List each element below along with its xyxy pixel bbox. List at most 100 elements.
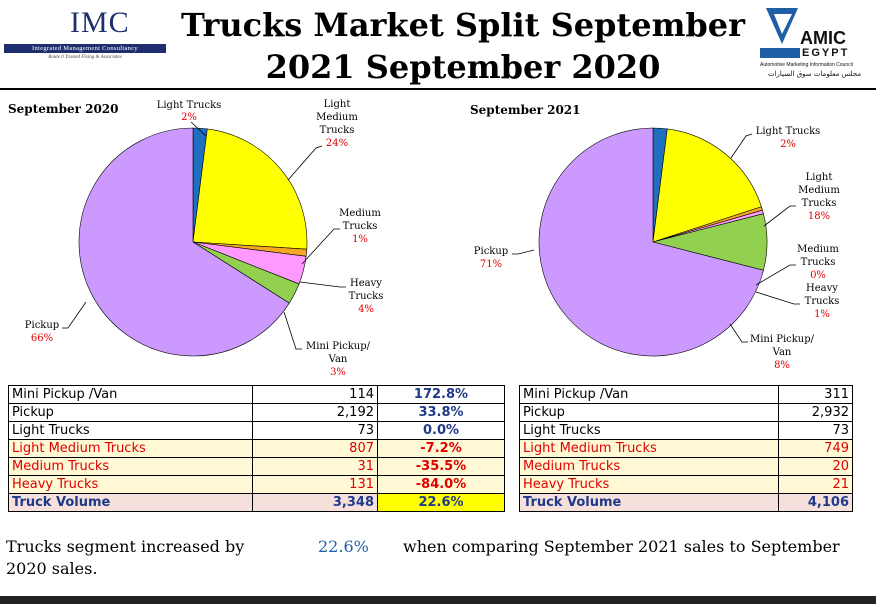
summary-part4: 2020 sales. (6, 559, 98, 578)
row-name: Truck Volume (519, 493, 779, 512)
row-change: -84.0% (377, 475, 505, 494)
pct-2021-mini: 8% (774, 360, 790, 371)
summary-text: Trucks segment increased by 2020 sales. … (6, 536, 872, 580)
row-value: 21 (778, 475, 853, 494)
label-2021-mini-l1: Mini Pickup/ (750, 334, 815, 345)
pct-2020-light-trucks: 2% (181, 112, 197, 123)
table-row: Light Trucks 73 (519, 421, 853, 440)
row-change: -35.5% (377, 457, 505, 476)
label-2021-heavy-l1: Heavy (806, 283, 838, 294)
pct-2020-mini: 3% (330, 367, 346, 378)
row-value: 3,348 (252, 493, 378, 512)
label-2020-light-medium-l1: Light (324, 99, 351, 110)
row-value: 73 (252, 421, 378, 440)
chart-title-2020: September 2020 (8, 102, 119, 116)
row-value: 2,932 (778, 403, 853, 422)
pct-2021-pickup: 71% (480, 259, 502, 270)
row-value: 749 (778, 439, 853, 458)
imc-logo-tagline: Route 0 Trusted Fixing & Associates (48, 55, 122, 60)
row-name: Light Medium Trucks (519, 439, 779, 458)
table-row: Light Trucks 73 0.0% (8, 421, 505, 440)
row-change: 172.8% (377, 385, 505, 404)
table-2020: Mini Pickup /Van 114 172.8% Pickup 2,192… (8, 385, 505, 512)
label-2021-medium-l2: Trucks (801, 257, 836, 268)
label-2020-light-medium-l3: Trucks (320, 125, 355, 136)
label-2021-light-medium-l1: Light (806, 172, 833, 183)
amic-logo-caption: Automotive Marketing Information Council (760, 62, 853, 68)
pie-slice-light-medium-trucks (192, 128, 308, 250)
pct-2020-pickup: 66% (31, 333, 53, 344)
row-name: Heavy Trucks (519, 475, 779, 494)
pct-2020-heavy: 4% (358, 304, 374, 315)
bottom-bar (0, 596, 876, 604)
row-name: Medium Trucks (519, 457, 779, 476)
row-name: Truck Volume (8, 493, 253, 512)
label-2021-pickup: Pickup (474, 246, 508, 257)
table-row: Heavy Trucks 131 -84.0% (8, 475, 505, 494)
table-row: Light Medium Trucks 749 (519, 439, 853, 458)
row-name: Heavy Trucks (8, 475, 253, 494)
imc-logo-text: IMC (70, 6, 130, 39)
label-2021-mini-l2: Van (772, 347, 792, 358)
pie-slice-pickup (538, 127, 764, 357)
pie-slice-light-medium-trucks (652, 128, 762, 243)
label-2021-medium-l1: Medium (797, 244, 839, 255)
table-row: Medium Trucks 20 (519, 457, 853, 476)
row-value: 31 (252, 457, 378, 476)
row-name: Pickup (8, 403, 253, 422)
pie-slice-pickup (78, 127, 290, 357)
label-2020-mini-l2: Van (328, 354, 348, 365)
label-2020-heavy-l2: Trucks (349, 291, 384, 302)
row-change: -7.2% (377, 439, 505, 458)
table-2021: Mini Pickup /Van 311 Pickup 2,932 Light … (519, 385, 853, 512)
chart-title-2021: September 2021 (470, 103, 581, 117)
summary-percent: 22.6% (318, 537, 369, 556)
summary-part1: Trucks segment increased by (6, 537, 245, 556)
label-2020-light-trucks: Light Trucks (157, 100, 222, 111)
label-2020-pickup: Pickup (25, 320, 59, 331)
label-2021-light-medium-l2: Medium (798, 185, 840, 196)
table-row: Mini Pickup /Van 311 (519, 385, 853, 404)
row-value: 4,106 (778, 493, 853, 512)
table-row: Light Medium Trucks 807 -7.2% (8, 439, 505, 458)
label-2021-light-trucks: Light Trucks (756, 126, 821, 137)
row-name: Light Trucks (519, 421, 779, 440)
pct-2020-medium: 1% (352, 234, 368, 245)
row-name: Mini Pickup /Van (519, 385, 779, 404)
table-row: Pickup 2,192 33.8% (8, 403, 505, 422)
row-name: Light Trucks (8, 421, 253, 440)
label-2021-light-medium-l3: Trucks (802, 198, 837, 209)
row-value: 2,192 (252, 403, 378, 422)
table-row: Medium Trucks 31 -35.5% (8, 457, 505, 476)
row-value: 311 (778, 385, 853, 404)
row-name: Medium Trucks (8, 457, 253, 476)
imc-logo-bar: Integrated Management Consultancy (4, 44, 166, 53)
label-2020-light-medium-l2: Medium (316, 112, 358, 123)
table-row: Mini Pickup /Van 114 172.8% (8, 385, 505, 404)
row-value: 114 (252, 385, 378, 404)
pct-2021-heavy: 1% (814, 309, 830, 320)
pct-2021-light-medium: 18% (808, 211, 830, 222)
table-row-total: Truck Volume 4,106 (519, 493, 853, 512)
label-2020-medium-l1: Medium (339, 208, 381, 219)
label-2021-heavy-l2: Trucks (805, 296, 840, 307)
row-value: 20 (778, 457, 853, 476)
pct-2021-light-trucks: 2% (780, 139, 796, 150)
amic-logo-arabic: مجلس معلومات سوق السيارات (768, 70, 861, 78)
row-change: 22.6% (377, 493, 505, 512)
amic-logo: AMIC EGYPT Automotive Marketing Informat… (760, 8, 861, 78)
row-value: 73 (778, 421, 853, 440)
pct-2021-medium: 0% (810, 270, 826, 281)
pie-2021-labels: Light Trucks 2% Light Medium Trucks 18% … (474, 126, 841, 371)
row-value: 131 (252, 475, 378, 494)
label-2020-mini-l1: Mini Pickup/ (306, 341, 371, 352)
pie-charts: September 2020 September 2021 Light Truc… (8, 99, 841, 378)
row-name: Light Medium Trucks (8, 439, 253, 458)
table-row: Pickup 2,932 (519, 403, 853, 422)
label-2020-heavy-l1: Heavy (350, 278, 382, 289)
label-2020-medium-l2: Trucks (343, 221, 378, 232)
table-row-total: Truck Volume 3,348 22.6% (8, 493, 505, 512)
row-name: Mini Pickup /Van (8, 385, 253, 404)
row-change: 33.8% (377, 403, 505, 422)
table-row: Heavy Trucks 21 (519, 475, 853, 494)
